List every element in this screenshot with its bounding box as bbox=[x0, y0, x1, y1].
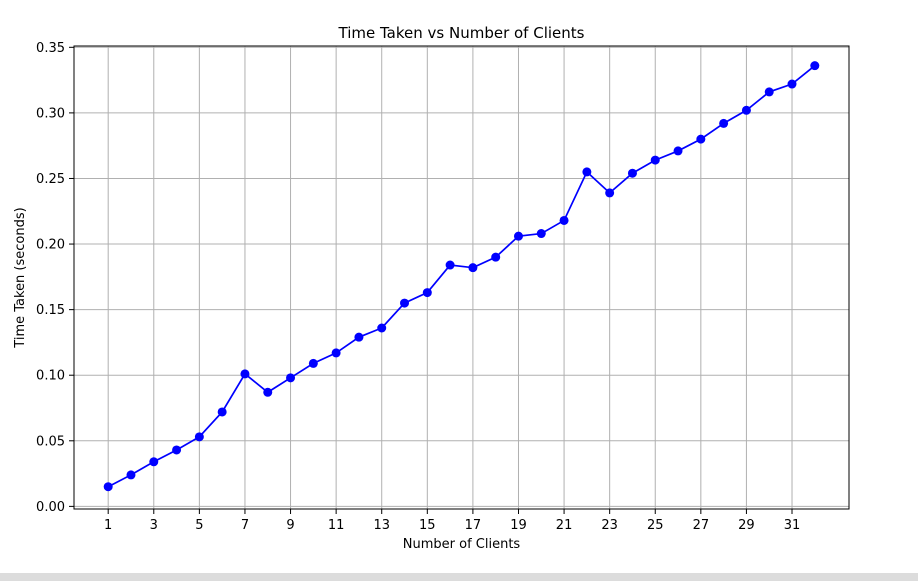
data-point bbox=[627, 168, 637, 178]
y-axis: 0.00 0.05 0.10 0.15 0.20 0.25 0.30 0.35 bbox=[36, 41, 74, 515]
x-tick-label: 31 bbox=[784, 518, 801, 533]
data-point bbox=[263, 387, 273, 397]
chart-title: Time Taken vs Number of Clients bbox=[338, 24, 585, 42]
data-point bbox=[719, 118, 729, 128]
x-axis: 1 3 5 7 9 11 13 15 17 19 21 23 25 27 29 31 bbox=[104, 509, 800, 533]
data-point bbox=[286, 373, 296, 383]
x-tick-label: 25 bbox=[647, 518, 664, 533]
x-tick-label: 11 bbox=[328, 518, 345, 533]
x-tick-label: 9 bbox=[286, 518, 294, 533]
x-tick-label: 3 bbox=[150, 518, 158, 533]
data-point bbox=[217, 407, 227, 417]
data-point bbox=[468, 263, 478, 273]
x-tick-label: 19 bbox=[510, 518, 527, 533]
x-tick-label: 27 bbox=[693, 518, 710, 533]
x-tick-label: 17 bbox=[465, 518, 482, 533]
y-tick-label: 0.35 bbox=[36, 41, 65, 56]
x-tick-label: 13 bbox=[373, 518, 390, 533]
y-tick-label: 0.05 bbox=[36, 434, 65, 449]
data-point bbox=[308, 358, 318, 368]
y-tick-label: 0.15 bbox=[36, 303, 65, 318]
data-point bbox=[673, 146, 683, 156]
plot-area-frame bbox=[73, 45, 850, 510]
data-point bbox=[536, 229, 546, 239]
data-point bbox=[513, 231, 523, 241]
data-point bbox=[764, 87, 774, 97]
data-point bbox=[491, 252, 501, 262]
data-point bbox=[650, 155, 660, 165]
data-point bbox=[240, 369, 250, 379]
series-layer bbox=[103, 61, 820, 492]
y-tick-label: 0.10 bbox=[36, 369, 65, 384]
data-point bbox=[354, 332, 364, 342]
data-point bbox=[582, 167, 592, 177]
x-tick-label: 15 bbox=[419, 518, 436, 533]
data-point bbox=[149, 457, 159, 467]
data-point bbox=[422, 288, 432, 298]
data-point bbox=[377, 323, 387, 333]
bottom-scroll-strip bbox=[0, 573, 918, 581]
data-point bbox=[126, 470, 136, 480]
data-point bbox=[103, 482, 113, 492]
y-tick-label: 0.25 bbox=[36, 172, 65, 187]
x-tick-label: 29 bbox=[738, 518, 755, 533]
data-point bbox=[787, 79, 797, 89]
y-tick-label: 0.20 bbox=[36, 238, 65, 253]
y-tick-label: 0.30 bbox=[36, 106, 65, 121]
data-point bbox=[696, 134, 706, 144]
x-tick-label: 1 bbox=[104, 518, 112, 533]
grid bbox=[74, 46, 849, 509]
x-tick-label: 7 bbox=[241, 518, 249, 533]
x-tick-label: 5 bbox=[195, 518, 203, 533]
data-point bbox=[400, 298, 410, 308]
data-point bbox=[331, 348, 341, 358]
data-point bbox=[741, 105, 751, 115]
x-tick-label: 23 bbox=[601, 518, 618, 533]
data-point bbox=[605, 188, 615, 198]
y-axis-label: Time Taken (seconds) bbox=[13, 207, 28, 348]
y-tick-label: 0.00 bbox=[36, 500, 65, 515]
x-tick-label: 21 bbox=[556, 518, 573, 533]
x-axis-label: Number of Clients bbox=[403, 537, 521, 552]
data-point bbox=[559, 215, 569, 225]
data-point bbox=[810, 61, 820, 71]
data-point bbox=[445, 260, 455, 270]
data-point bbox=[194, 432, 204, 442]
data-point bbox=[172, 445, 182, 455]
